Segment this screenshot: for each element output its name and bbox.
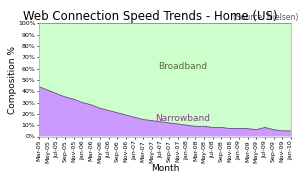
X-axis label: Month: Month (151, 164, 179, 173)
Y-axis label: Composition %: Composition % (8, 46, 16, 114)
Text: Web Connection Speed Trends - Home (US): Web Connection Speed Trends - Home (US) (23, 10, 277, 23)
Text: (Source: Nielsen): (Source: Nielsen) (232, 13, 298, 22)
Text: Broadband: Broadband (158, 62, 207, 71)
Text: Narrowband: Narrowband (155, 114, 210, 123)
